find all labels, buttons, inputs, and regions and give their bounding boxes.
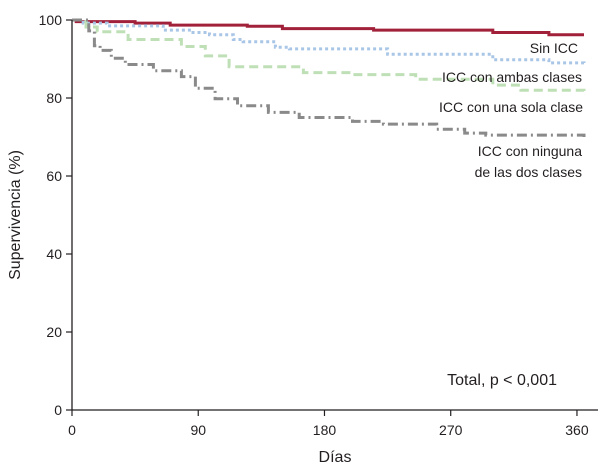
- x-tick-label: 360: [565, 422, 589, 438]
- y-tick-label: 40: [46, 246, 62, 262]
- ticks-layer: 0 90 180 270 360 0 20 40 60 80 100: [39, 12, 589, 438]
- p-value-annotation: Total, p < 0,001: [447, 372, 557, 389]
- y-tick-label: 100: [39, 12, 63, 28]
- axes-layer: [71, 20, 598, 411]
- series-label-sin-icc: Sin ICC: [530, 40, 578, 56]
- survival-curve-0: [72, 18, 584, 37]
- x-axis-title: Días: [319, 449, 352, 466]
- y-tick-label: 0: [54, 402, 62, 418]
- x-tick-label: 180: [313, 422, 337, 438]
- series-layer: [72, 18, 586, 137]
- labels-layer: Días Supervivencia (%) Total, p < 0,001 …: [7, 40, 583, 466]
- survival-curve-2: [72, 18, 586, 95]
- y-tick-label: 20: [46, 324, 62, 340]
- series-label-una-sola-clase: ICC con una sola clase: [439, 99, 583, 115]
- x-tick-label: 90: [190, 422, 206, 438]
- series-label-ambas-clases: ICC con ambas clases: [442, 69, 582, 85]
- y-tick-label: 60: [46, 168, 62, 184]
- series-label-ninguna-line1: ICC con ninguna: [478, 143, 583, 159]
- y-tick-label: 80: [46, 90, 62, 106]
- survival-curve-1: [72, 18, 586, 66]
- survival-curve-3: [72, 18, 586, 137]
- y-axis-title: Supervivencia (%): [7, 150, 24, 280]
- series-label-ninguna-line2: de las dos clases: [475, 164, 582, 180]
- x-tick-label: 270: [439, 422, 463, 438]
- x-tick-label: 0: [68, 422, 76, 438]
